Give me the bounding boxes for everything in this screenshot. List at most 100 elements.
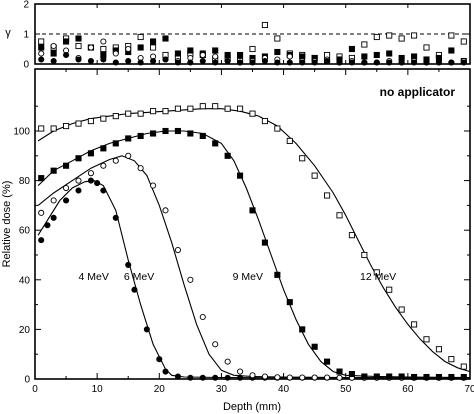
data-point-12-mev (137, 110, 144, 117)
data-point-9-mev (460, 373, 467, 381)
gamma-point (87, 57, 94, 65)
gamma-point (63, 51, 70, 59)
data-point-12-mev (411, 321, 418, 328)
data-point-6-mev (137, 165, 144, 172)
x-tick-label: 10 (92, 384, 104, 395)
data-point-6-mev (199, 313, 206, 321)
data-point-12-mev (286, 137, 293, 144)
x-axis-title: Depth (mm) (223, 401, 281, 413)
gamma-point (361, 59, 368, 66)
y-tick-label: 80 (19, 176, 31, 187)
data-point-9-mev (324, 358, 331, 365)
gamma-point (286, 59, 293, 66)
dose-points (38, 103, 467, 381)
gamma-point (249, 45, 256, 53)
gamma-point (398, 35, 405, 42)
data-point-9-mev (423, 373, 430, 381)
gamma-point (348, 59, 355, 66)
data-point-9-mev (38, 175, 45, 182)
data-point-9-mev (249, 207, 256, 214)
data-point-12-mev (324, 192, 331, 199)
data-point-4-mev (224, 374, 231, 381)
data-point-12-mev (348, 232, 355, 239)
gamma-point (435, 59, 442, 66)
x-tick-label: 0 (32, 384, 38, 395)
gamma-point (125, 45, 132, 53)
data-point-6-mev (212, 341, 219, 348)
data-point-6-mev (150, 182, 157, 189)
gamma-y-tick-label: 2 (23, 0, 29, 11)
data-point-9-mev (286, 299, 293, 306)
data-point-12-mev (63, 122, 70, 130)
data-point-12-mev (435, 346, 442, 353)
data-point-12-mev (150, 108, 157, 115)
fit-line-12-mev (37, 108, 471, 373)
data-point-6-mev (261, 373, 268, 380)
data-point-9-mev (336, 368, 343, 375)
data-point-9-mev (386, 373, 393, 380)
data-point-4-mev (75, 187, 82, 194)
gamma-point (125, 57, 132, 65)
gamma-point (361, 41, 368, 48)
data-point-4-mev (63, 197, 70, 204)
gamma-point (187, 59, 194, 66)
gamma-point (50, 57, 57, 65)
label-4-mev: 4 MeV (79, 271, 109, 283)
data-point-6-mev (125, 152, 132, 159)
label-12-mev: 12 MeV (360, 271, 396, 283)
x-tick-label: 60 (402, 384, 414, 395)
data-point-6-mev (237, 368, 244, 375)
gamma-point (249, 59, 256, 66)
gamma-point (448, 32, 455, 39)
data-point-12-mev (274, 125, 281, 132)
data-point-9-mev (311, 343, 318, 350)
data-point-12-mev (460, 363, 467, 370)
data-point-4-mev (156, 356, 163, 363)
data-point-6-mev (274, 374, 281, 381)
data-point-12-mev (174, 105, 181, 112)
y-tick-label: 40 (19, 275, 31, 286)
gamma-point (137, 59, 144, 66)
data-point-12-mev (398, 306, 405, 313)
data-point-6-mev (174, 246, 181, 254)
data-point-9-mev (125, 135, 132, 142)
data-point-12-mev (100, 115, 107, 122)
gamma-point (150, 57, 157, 65)
data-point-9-mev (224, 152, 231, 159)
data-point-4-mev (187, 374, 194, 381)
data-point-12-mev (423, 336, 430, 343)
gamma-point (373, 59, 380, 66)
data-point-4-mev (100, 187, 107, 194)
gamma-y-tick-label: 1 (23, 30, 29, 41)
data-point-6-mev (100, 162, 107, 169)
gamma-point (460, 59, 467, 66)
data-point-4-mev (112, 214, 119, 221)
gamma-point (311, 59, 318, 66)
data-point-12-mev (448, 356, 455, 363)
label-9-mev: 9 MeV (233, 271, 263, 283)
gamma-point (137, 44, 144, 51)
gamma-point (212, 53, 219, 60)
data-point-9-mev (112, 140, 119, 147)
data-point-6-mev (112, 157, 119, 164)
y-tick-label: 60 (19, 226, 31, 237)
gamma-point (286, 53, 293, 60)
gamma-point (112, 59, 119, 66)
dose-axes: 0 10 20 30 40 50 60 70 0 20 40 60 80 100 (13, 69, 474, 395)
gamma-point (50, 50, 57, 57)
data-point-6-mev (324, 374, 331, 381)
gamma-point (386, 59, 393, 66)
data-point-6-mev (75, 177, 82, 184)
gamma-point (212, 59, 219, 66)
data-point-4-mev (87, 177, 94, 184)
gamma-point (162, 56, 169, 63)
gamma-point (274, 35, 281, 42)
gamma-point (237, 59, 244, 66)
y-axis-title: Relative dose (%) (1, 181, 13, 268)
data-point-12-mev (75, 120, 82, 127)
data-point-4-mev (174, 373, 181, 380)
data-point-4-mev (237, 374, 244, 381)
gamma-point (274, 48, 281, 56)
data-point-9-mev (212, 140, 219, 147)
gamma-point (224, 57, 231, 65)
